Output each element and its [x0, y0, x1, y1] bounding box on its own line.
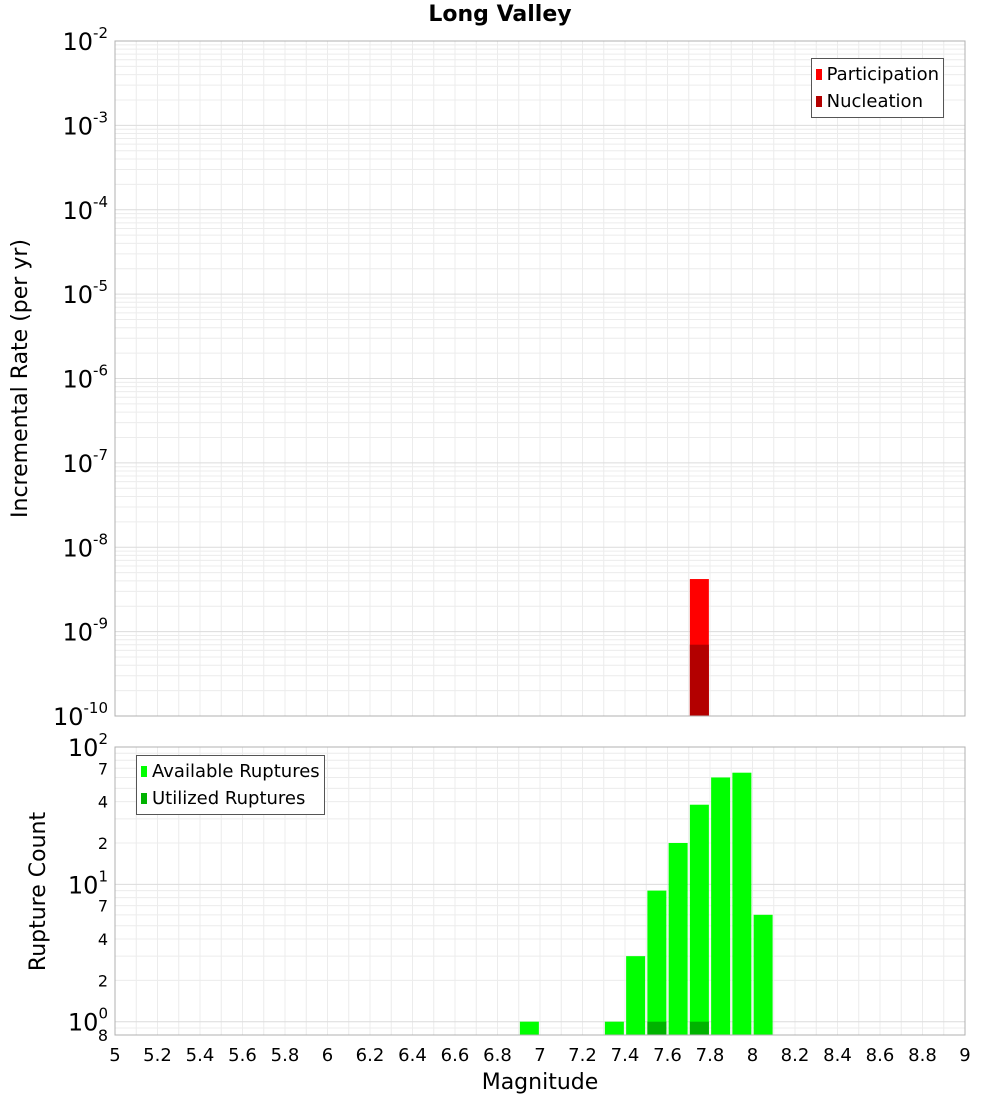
bottom-y-axis-label: Rupture Count: [25, 811, 51, 971]
x-axis-label: Magnitude: [481, 1070, 599, 1095]
x-tick-label: 7: [534, 1045, 545, 1066]
x-tick-label: 8.2: [781, 1045, 810, 1066]
x-tick-label: 7.4: [611, 1045, 640, 1066]
bottom-y-minor-tick-label: 4: [98, 930, 108, 949]
x-tick-label: 5.8: [271, 1045, 300, 1066]
top-y-tick-label: 10-7: [62, 446, 108, 478]
x-tick-label: 5.4: [186, 1045, 215, 1066]
legend-item-utilized: Utilized Ruptures: [141, 785, 320, 812]
available-ruptures-bar: [711, 777, 731, 1035]
bottom-y-tick-label: 102: [68, 730, 108, 762]
x-tick-label: 7.8: [696, 1045, 725, 1066]
x-tick-label: 9: [959, 1045, 970, 1066]
x-tick-label: 8: [747, 1045, 758, 1066]
x-tick-label: 6.6: [441, 1045, 470, 1066]
available-ruptures-bar: [647, 890, 667, 1035]
top-y-tick-label: 10-5: [62, 277, 108, 309]
available-ruptures-bar: [626, 956, 646, 1035]
legend-item-available: Available Ruptures: [141, 758, 320, 785]
top-y-tick-label: 10-2: [62, 24, 108, 56]
available-ruptures-bar: [604, 1021, 624, 1035]
bottom-y-minor-tick-label: 7: [98, 759, 108, 778]
x-tick-label: 5.2: [143, 1045, 172, 1066]
available-swatch: [141, 766, 147, 777]
available-ruptures-bar: [519, 1021, 539, 1035]
utilized-swatch: [141, 793, 147, 804]
participation-swatch: [815, 69, 822, 80]
top-y-axis-label: Incremental Rate (per yr): [7, 239, 33, 518]
chart-title: Long Valley: [428, 2, 572, 27]
available-ruptures-bar: [689, 804, 709, 1035]
top-y-tick-label: 10-3: [62, 108, 108, 140]
x-tick-label: 6.8: [483, 1045, 512, 1066]
legend-label-nucleation: Nucleation: [826, 91, 923, 112]
available-ruptures-bar: [732, 772, 752, 1035]
x-tick-label: 5.6: [228, 1045, 257, 1066]
top-y-tick-label: 10-9: [62, 615, 108, 647]
x-tick-label: 7.2: [568, 1045, 597, 1066]
top-plot-frame: [114, 40, 966, 717]
nucleation-bar: [689, 644, 709, 716]
bottom-y-tick-label: 100: [68, 1005, 108, 1037]
x-tick-label: 6.4: [398, 1045, 427, 1066]
available-ruptures-bar: [668, 843, 688, 1035]
bottom-y-minor-tick-label: 2: [98, 834, 108, 853]
x-tick-label: 7.6: [653, 1045, 682, 1066]
top-legend: Participation Nucleation: [810, 58, 944, 118]
bottom-y-minor-tick-label: 8: [98, 1026, 108, 1045]
x-tick-label: 5: [109, 1045, 120, 1066]
nucleation-swatch: [815, 96, 822, 107]
bottom-plot-frame: [114, 746, 966, 1036]
top-y-tick-label: 10-10: [53, 699, 108, 731]
x-tick-label: 6: [322, 1045, 333, 1066]
legend-label-utilized: Utilized Ruptures: [152, 788, 306, 809]
x-tick-label: 8.4: [823, 1045, 852, 1066]
bottom-y-tick-label: 101: [68, 867, 108, 899]
x-tick-label: 8.8: [908, 1045, 937, 1066]
top-y-tick-label: 10-6: [62, 362, 108, 394]
x-tick-label: 6.2: [356, 1045, 385, 1066]
bottom-legend: Available Ruptures Utilized Ruptures: [136, 755, 325, 815]
legend-item-participation: Participation: [815, 61, 939, 88]
bottom-y-minor-tick-label: 4: [98, 793, 108, 812]
top-y-tick-label: 10-8: [62, 530, 108, 562]
legend-label-available: Available Ruptures: [152, 761, 320, 782]
available-ruptures-bar: [753, 914, 773, 1035]
legend-item-nucleation: Nucleation: [815, 88, 939, 115]
x-tick-label: 8.6: [866, 1045, 895, 1066]
utilized-ruptures-bar: [689, 1021, 709, 1035]
utilized-ruptures-bar: [647, 1021, 667, 1035]
top-y-tick-label: 10-4: [62, 193, 108, 225]
legend-label-participation: Participation: [826, 64, 939, 85]
bottom-y-minor-tick-label: 2: [98, 971, 108, 990]
bottom-y-minor-tick-label: 7: [98, 897, 108, 916]
